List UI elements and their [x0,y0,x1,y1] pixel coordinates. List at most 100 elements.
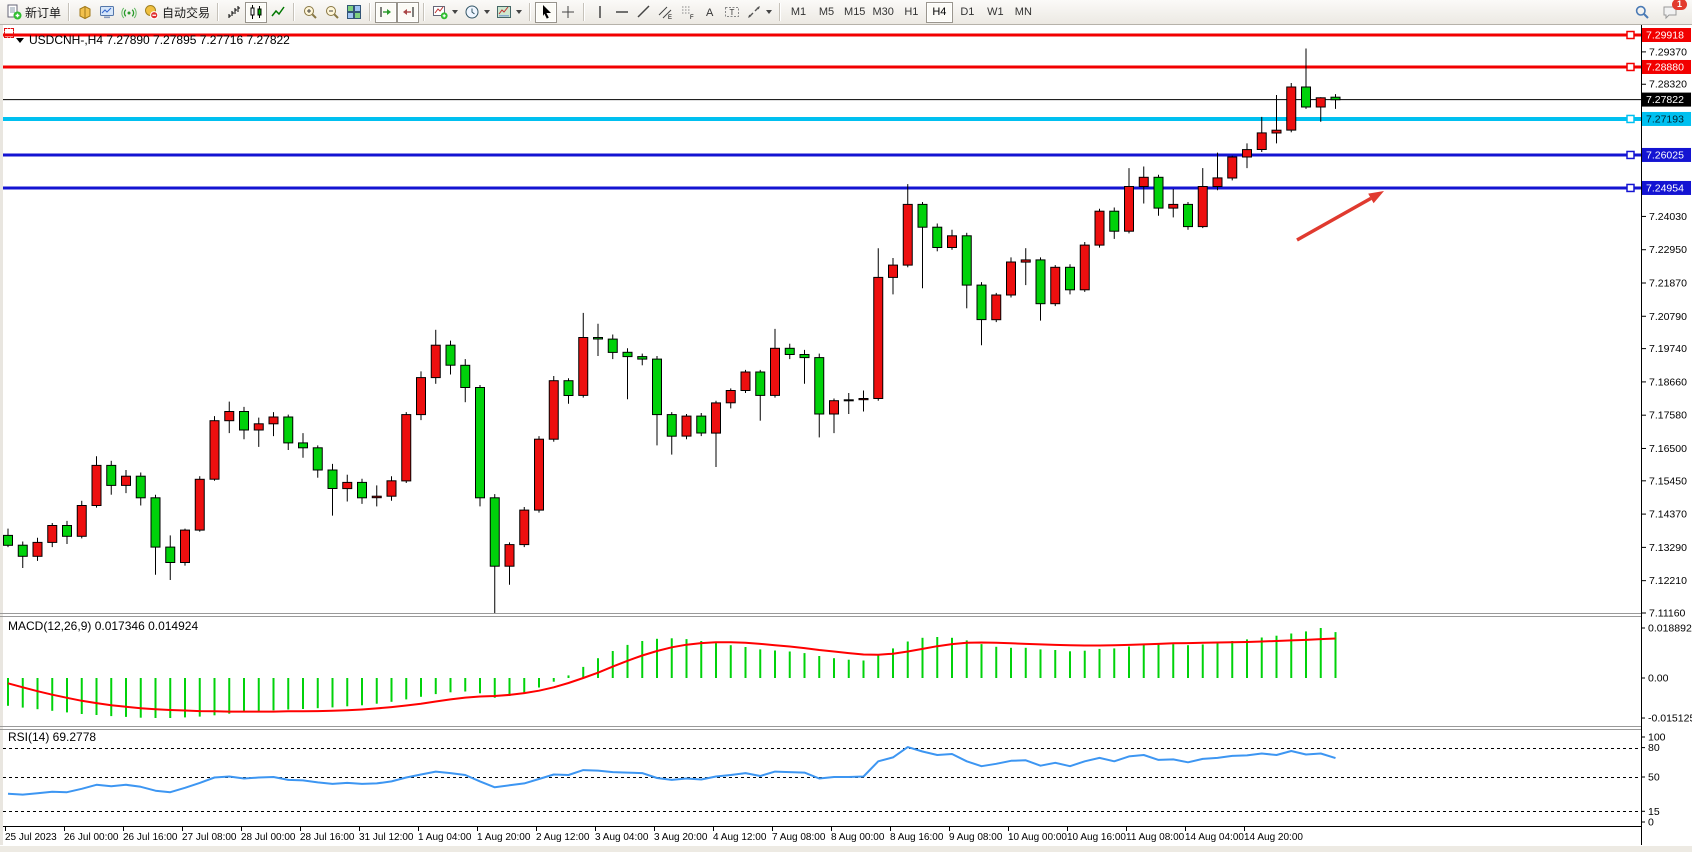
svg-text:8 Aug 16:00: 8 Aug 16:00 [890,832,944,843]
candles [3,48,1341,613]
crosshair-icon [560,4,576,20]
svg-text:7.27822: 7.27822 [1646,94,1684,106]
new-chart-button[interactable] [74,2,96,23]
svg-text:A: A [706,7,714,19]
candlestick-chart-icon [248,4,264,20]
macd-pane [7,628,1337,718]
svg-text:25 Jul 2023: 25 Jul 2023 [5,832,57,843]
indicators-button[interactable] [429,2,461,23]
svg-text:80: 80 [1648,742,1660,754]
text-button[interactable]: A [699,2,721,23]
timeframe-button-d1[interactable]: D1 [954,2,981,23]
clock-icon [464,4,480,20]
rsi-pane [3,746,1641,812]
new-chart-icon [77,4,93,20]
signals-button[interactable] [118,2,140,23]
zoom-out-button[interactable] [321,2,343,23]
toolbar: 新订单 自动交易 E F A T [0,0,1692,25]
price-axis: 7.29370 7.28320 7.24030 7.22950 7.21870 7.207… [1641,28,1691,620]
fibonacci-button[interactable]: F [677,2,699,23]
templates-button[interactable] [493,2,525,23]
bar-chart-button[interactable] [223,2,245,23]
templates-icon [496,4,512,20]
svg-text:7.26025: 7.26025 [1646,149,1684,161]
svg-text:7.28320: 7.28320 [1649,79,1687,91]
fibonacci-icon: F [680,4,696,20]
svg-text:14 Aug 04:00: 14 Aug 04:00 [1185,832,1244,843]
zoom-in-button[interactable] [299,2,321,23]
timeframe-button-h4[interactable]: H4 [925,1,953,23]
svg-text:7.13290: 7.13290 [1649,542,1687,554]
level-lines[interactable] [3,30,1641,193]
dropdown-caret [766,10,773,14]
chart-shift-icon [400,4,416,20]
line-chart-icon [270,4,286,20]
svg-text:7.11160: 7.11160 [1649,608,1686,620]
new-order-label: 新订单 [25,5,62,20]
auto-scroll-icon [378,4,394,20]
indicators-icon [432,4,448,20]
zoom-in-icon [302,4,318,20]
periods-button[interactable] [461,2,493,23]
macd-axis: 0.018892 0.00 -0.015125 [1641,623,1692,725]
tile-windows-icon [346,4,362,20]
profiles-button[interactable] [96,2,118,23]
timeframe-button-m1[interactable]: M1 [785,2,812,23]
equidistant-channel-button[interactable]: E [655,2,677,23]
trendline-icon [636,4,652,20]
svg-text:E: E [668,15,672,20]
svg-text:9 Aug 08:00: 9 Aug 08:00 [949,832,1003,843]
autotrading-button[interactable]: 自动交易 [140,2,213,23]
rsi-label: RSI(14) 69.2778 [8,730,97,744]
autotrading-icon [143,4,159,20]
svg-text:100: 100 [1648,732,1666,744]
svg-text:7.27193: 7.27193 [1646,113,1684,125]
svg-text:2 Aug 12:00: 2 Aug 12:00 [536,832,590,843]
zoom-out-icon [324,4,340,20]
svg-text:T: T [730,8,735,17]
timeframe-button-m15[interactable]: M15 [841,2,868,23]
svg-text:7.22950: 7.22950 [1649,244,1687,256]
line-chart-button[interactable] [267,2,289,23]
tile-windows-button[interactable] [343,2,365,23]
svg-text:3 Aug 20:00: 3 Aug 20:00 [654,832,708,843]
svg-text:7.29918: 7.29918 [1646,30,1684,42]
svg-text:28 Jul 00:00: 28 Jul 00:00 [241,832,296,843]
trend-arrow-annotation[interactable] [1296,191,1384,242]
svg-text:0: 0 [1648,817,1654,829]
svg-text:4 Aug 12:00: 4 Aug 12:00 [713,832,767,843]
timeframe-button-mn[interactable]: MN [1010,2,1037,23]
search-button[interactable] [1631,2,1653,23]
svg-text:1 Aug 04:00: 1 Aug 04:00 [418,832,472,843]
timeframe-button-h1[interactable]: H1 [898,2,925,23]
svg-text:7.21870: 7.21870 [1649,277,1687,289]
svg-text:28 Jul 16:00: 28 Jul 16:00 [300,832,355,843]
auto-scroll-button[interactable] [375,1,398,23]
timeframe-button-m5[interactable]: M5 [813,2,840,23]
toolbar-separator [68,3,71,21]
trendline-button[interactable] [633,2,655,23]
svg-text:10 Aug 16:00: 10 Aug 16:00 [1067,832,1126,843]
svg-text:F: F [690,15,694,20]
new-order-button[interactable]: 新订单 [3,2,64,23]
svg-text:8 Aug 00:00: 8 Aug 00:00 [831,832,885,843]
search-icon [1634,4,1650,20]
svg-text:7.20790: 7.20790 [1649,311,1687,323]
cursor-button[interactable] [535,1,558,23]
arrows-button[interactable] [743,2,775,23]
candlestick-chart-button[interactable] [245,1,268,23]
timeframe-button-w1[interactable]: W1 [982,2,1009,23]
horizontal-line-button[interactable] [611,2,633,23]
vertical-line-button[interactable] [589,2,611,23]
chart-shift-button[interactable] [397,1,420,23]
crosshair-button[interactable] [557,2,579,23]
text-icon: A [702,4,718,20]
svg-text:31 Jul 12:00: 31 Jul 12:00 [359,832,414,843]
text-label-button[interactable]: T [721,2,743,23]
equidistant-channel-icon: E [658,4,674,20]
svg-text:26 Jul 00:00: 26 Jul 00:00 [64,832,119,843]
timeframe-button-m30[interactable]: M30 [869,2,896,23]
svg-text:26 Jul 16:00: 26 Jul 16:00 [123,832,178,843]
